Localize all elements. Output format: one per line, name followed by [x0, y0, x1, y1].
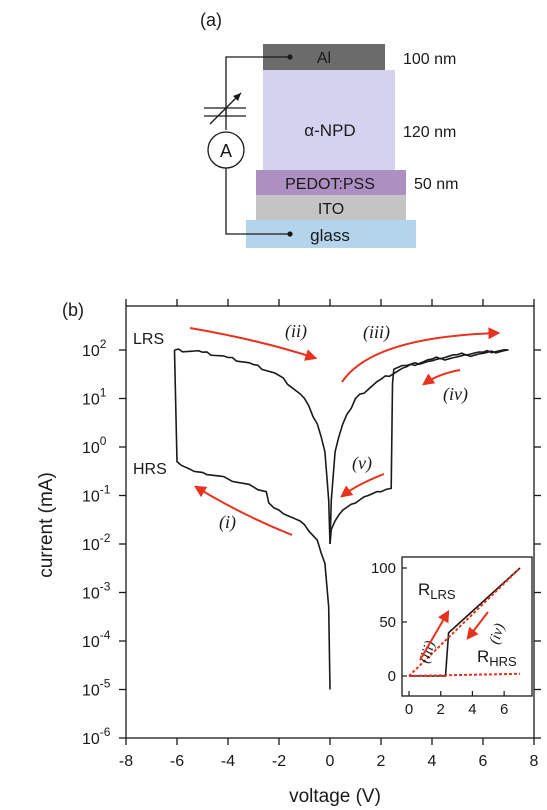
x-tick-label: 6	[479, 753, 488, 770]
x-tick-label: -6	[170, 753, 184, 770]
x-axis-label: voltage (V)	[289, 786, 381, 807]
inset-y-tick-label: 50	[379, 614, 396, 631]
variable-source-arrowhead	[233, 93, 241, 101]
contact-top-dot	[287, 54, 293, 60]
arrow-label-v: (v)	[352, 453, 372, 474]
inset-x-tick-label: 2	[437, 701, 445, 718]
inset-x-tick-label: 6	[500, 701, 508, 718]
x-tick-label: -2	[272, 753, 286, 770]
iv-series-2	[329, 349, 509, 545]
inset-arrow-iii	[419, 609, 450, 661]
lrs-label: LRS	[133, 331, 164, 348]
x-tick-label: 8	[530, 753, 539, 770]
inset-x-tick-label: 4	[468, 701, 476, 718]
panel-b-label: (b)	[62, 300, 84, 320]
arrow-ii	[189, 327, 318, 361]
ammeter-label: A	[220, 141, 232, 161]
iv-series-1	[174, 348, 509, 545]
layer-pedot	[256, 170, 406, 195]
y-tick-label: 100	[82, 434, 107, 457]
layer-glass-label: glass	[310, 226, 350, 245]
sweep-arrows	[189, 327, 501, 536]
y-tick-label: 10-3	[82, 580, 111, 603]
inset-fit-lrs	[408, 567, 521, 677]
arrow-label-iii: (iii)	[363, 322, 390, 343]
panel-b: (b) -8 -6 -4 -2 0 2 4 6 8 10210110010-110-210-31…	[36, 299, 541, 807]
y-axis: 102 101 100 10-1 10-2 10-3 10-4 10-5 10-6	[82, 337, 541, 748]
inset-y-tick-label: 100	[371, 560, 396, 577]
iv-series-0	[173, 349, 331, 690]
layer-ito	[256, 195, 406, 220]
thickness-pedot: 50 nm	[414, 176, 458, 193]
arrow-label-ii: (ii)	[285, 321, 307, 342]
arrow-i	[193, 485, 293, 536]
inset-y-tick-label: 0	[388, 668, 396, 685]
arrow-v	[340, 473, 385, 498]
arrow-iii	[341, 327, 501, 383]
thickness-npd: 120 nm	[403, 124, 456, 141]
ammeter-circle	[207, 131, 245, 169]
x-tick-label: -4	[221, 753, 235, 770]
circuit-wires	[204, 56, 290, 235]
inset-arrows	[419, 609, 489, 661]
layer-al-label: Al	[317, 50, 331, 67]
inset-axes: 0 2 4 6 0 50 100	[371, 560, 508, 718]
layer-npd-label: α-NPD	[304, 121, 355, 140]
x-tick-label: 0	[326, 753, 335, 770]
x-axis: -8 -6 -4 -2 0 2 4 6 8	[119, 299, 539, 770]
layer-pedot-label: PEDOT:PSS	[285, 176, 375, 193]
y-tick-label: 10-6	[82, 725, 111, 748]
panel-a: (a) Al α-NPD PEDOT:PSS ITO glass 100 nm …	[200, 10, 458, 248]
inset-label-iii: (iii)	[417, 639, 439, 665]
inset-curves	[408, 567, 521, 677]
inset-measured-curve	[409, 567, 521, 677]
inset-frame	[401, 556, 533, 697]
inset-label-iv: (iv)	[487, 621, 509, 646]
y-tick-label: 10-5	[82, 677, 111, 700]
arrow-iv	[422, 369, 461, 386]
layer-ito-label: ITO	[318, 201, 344, 218]
inset-r-lrs: RLRS	[418, 580, 456, 602]
layer-npd	[263, 70, 395, 170]
hrs-label: HRS	[133, 461, 167, 478]
y-axis-label: current (mA)	[36, 472, 57, 578]
inset-r-hrs: RHRS	[477, 647, 517, 669]
y-tick-label: 102	[82, 337, 107, 360]
inset-x-tick-label: 0	[405, 701, 413, 718]
x-tick-label: 2	[377, 753, 386, 770]
panel-a-label: (a)	[200, 10, 222, 30]
arrow-label-iv: (iv)	[443, 384, 468, 405]
y-tick-label: 10-1	[82, 483, 111, 506]
x-tick-label: 4	[428, 753, 437, 770]
iv-curves	[173, 348, 509, 690]
contact-bottom-dot	[287, 231, 293, 237]
inset: 0 2 4 6 0 50 100 RLRS RHRS (iii) (iv)	[371, 556, 533, 718]
arrow-label-i: (i)	[219, 512, 236, 533]
y-tick-label: 10-4	[82, 628, 111, 651]
inset-fit-hrs	[408, 672, 521, 677]
y-tick-label: 101	[82, 386, 107, 409]
y-tick-label: 10-2	[82, 531, 111, 554]
x-tick-label: -8	[119, 753, 133, 770]
inset-arrow-iv	[466, 611, 489, 640]
thickness-al: 100 nm	[403, 51, 456, 68]
